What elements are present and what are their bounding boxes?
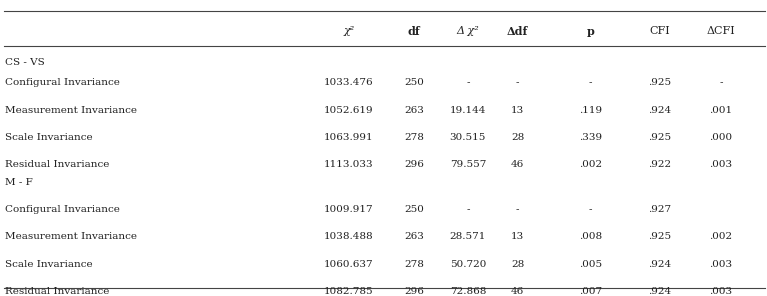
Text: 13: 13 xyxy=(511,232,525,241)
Text: df: df xyxy=(408,25,420,37)
Text: .002: .002 xyxy=(709,232,732,241)
Text: 250: 250 xyxy=(404,205,424,214)
Text: 278: 278 xyxy=(404,133,424,142)
Text: M - F: M - F xyxy=(5,178,33,187)
Text: 46: 46 xyxy=(511,160,525,169)
Text: Configural Invariance: Configural Invariance xyxy=(5,78,120,87)
Text: -: - xyxy=(466,78,469,87)
Text: 1082.785: 1082.785 xyxy=(324,287,374,296)
Text: .924: .924 xyxy=(648,287,671,296)
Text: Measurement Invariance: Measurement Invariance xyxy=(5,232,137,241)
Text: .925: .925 xyxy=(648,78,671,87)
Text: .008: .008 xyxy=(579,232,602,241)
Text: 1063.991: 1063.991 xyxy=(324,133,374,142)
Text: 1113.033: 1113.033 xyxy=(324,160,374,169)
Text: .339: .339 xyxy=(579,133,602,142)
Text: 1033.476: 1033.476 xyxy=(324,78,374,87)
Text: .924: .924 xyxy=(648,260,671,268)
Text: .007: .007 xyxy=(579,287,602,296)
Text: .003: .003 xyxy=(709,260,732,268)
Text: -: - xyxy=(516,78,519,87)
Text: Measurement Invariance: Measurement Invariance xyxy=(5,106,137,115)
Text: -: - xyxy=(466,205,469,214)
Text: .922: .922 xyxy=(648,160,671,169)
Text: p: p xyxy=(587,25,594,37)
Text: 79.557: 79.557 xyxy=(449,160,486,169)
Text: 1009.917: 1009.917 xyxy=(324,205,374,214)
Text: 30.515: 30.515 xyxy=(449,133,486,142)
Text: 72.868: 72.868 xyxy=(449,287,486,296)
Text: 28: 28 xyxy=(511,133,525,142)
Text: .925: .925 xyxy=(648,133,671,142)
Text: 296: 296 xyxy=(404,287,424,296)
Text: 46: 46 xyxy=(511,287,525,296)
Text: Configural Invariance: Configural Invariance xyxy=(5,205,120,214)
Text: 28.571: 28.571 xyxy=(449,232,486,241)
Text: .003: .003 xyxy=(709,160,732,169)
Text: Δ χ²: Δ χ² xyxy=(456,26,479,36)
Text: 296: 296 xyxy=(404,160,424,169)
Text: ΔCFI: ΔCFI xyxy=(706,26,736,36)
Text: χ²: χ² xyxy=(344,26,354,36)
Text: .119: .119 xyxy=(579,106,602,115)
Text: CS - VS: CS - VS xyxy=(5,58,45,67)
Text: -: - xyxy=(589,205,592,214)
Text: 1052.619: 1052.619 xyxy=(324,106,374,115)
Text: Residual Invariance: Residual Invariance xyxy=(5,287,110,296)
Text: 13: 13 xyxy=(511,106,525,115)
Text: 50.720: 50.720 xyxy=(449,260,486,268)
Text: Δdf: Δdf xyxy=(507,25,528,37)
Text: .924: .924 xyxy=(648,106,671,115)
Text: Residual Invariance: Residual Invariance xyxy=(5,160,110,169)
Text: .002: .002 xyxy=(579,160,602,169)
Text: -: - xyxy=(516,205,519,214)
Text: -: - xyxy=(719,78,723,87)
Text: -: - xyxy=(589,78,592,87)
Text: Scale Invariance: Scale Invariance xyxy=(5,133,93,142)
Text: 263: 263 xyxy=(404,106,424,115)
Text: 28: 28 xyxy=(511,260,525,268)
Text: .005: .005 xyxy=(579,260,602,268)
Text: 250: 250 xyxy=(404,78,424,87)
Text: .925: .925 xyxy=(648,232,671,241)
Text: .927: .927 xyxy=(648,205,671,214)
Text: .003: .003 xyxy=(709,287,732,296)
Text: 1038.488: 1038.488 xyxy=(324,232,374,241)
Text: CFI: CFI xyxy=(649,26,670,36)
Text: .001: .001 xyxy=(709,106,732,115)
Text: 1060.637: 1060.637 xyxy=(324,260,374,268)
Text: 263: 263 xyxy=(404,232,424,241)
Text: .000: .000 xyxy=(709,133,732,142)
Text: Scale Invariance: Scale Invariance xyxy=(5,260,93,268)
Text: 19.144: 19.144 xyxy=(449,106,486,115)
Text: 278: 278 xyxy=(404,260,424,268)
